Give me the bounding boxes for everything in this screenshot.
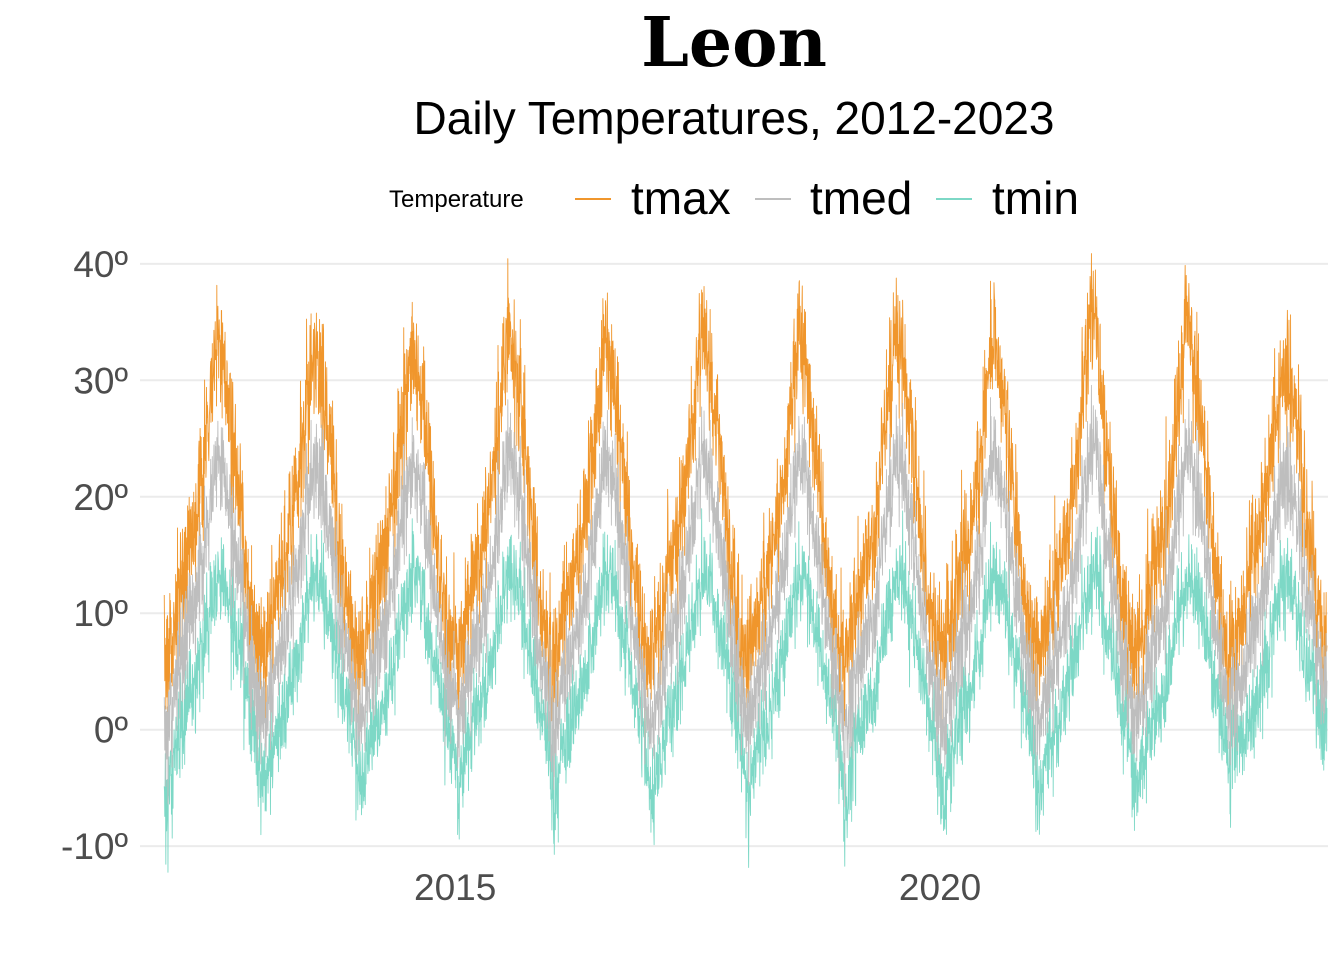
y-tick-label: 20º xyxy=(73,477,128,518)
y-axis: -10º 0º 10º 20º 30º 40º xyxy=(61,244,128,867)
y-tick-label: 40º xyxy=(73,244,128,285)
series-line-tmin xyxy=(163,508,1328,873)
legend-title: Temperature xyxy=(389,186,524,213)
x-tick-label: 2015 xyxy=(414,867,496,908)
plot-area xyxy=(163,253,1328,873)
legend-label-tmin: tmin xyxy=(992,172,1079,224)
chart-subtitle: Daily Temperatures, 2012-2023 xyxy=(414,92,1055,144)
y-tick-label: 30º xyxy=(73,360,128,401)
y-tick-label: 10º xyxy=(73,593,128,634)
y-tick-label: -10º xyxy=(61,826,128,867)
legend-label-tmed: tmed xyxy=(810,172,912,224)
legend: Temperature tmax tmed tmin xyxy=(389,172,1079,224)
legend-label-tmax: tmax xyxy=(631,172,731,224)
x-tick-label: 2020 xyxy=(899,867,981,908)
series-line-tmax xyxy=(163,253,1328,747)
series-line-tmed xyxy=(163,384,1328,808)
chart-title: Leon xyxy=(641,3,827,83)
y-tick-label: 0º xyxy=(94,710,129,751)
x-axis: 2015 2020 xyxy=(414,867,981,908)
